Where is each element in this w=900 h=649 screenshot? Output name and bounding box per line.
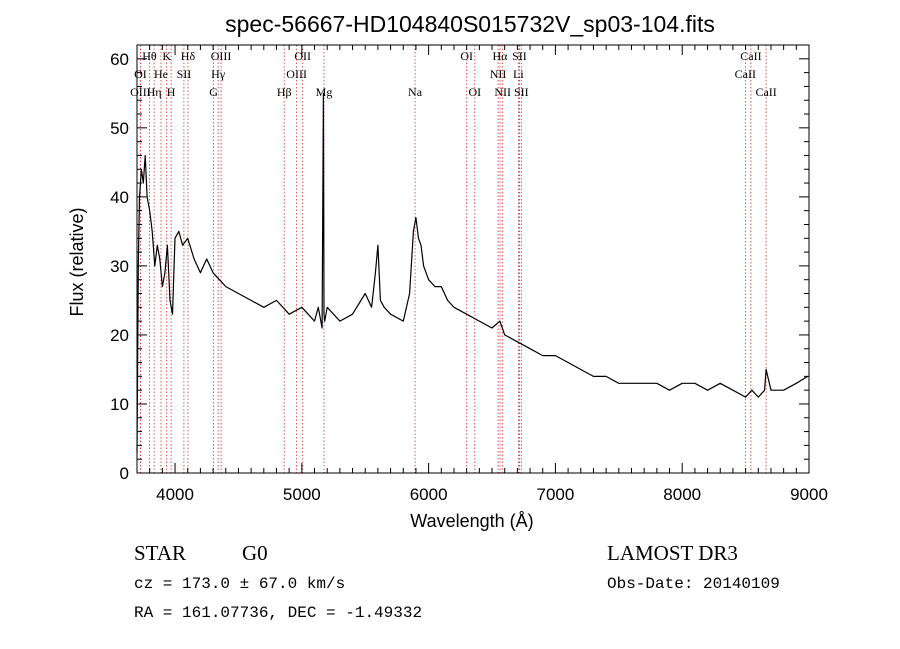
spectral-line-label: NII [494,85,511,99]
y-tick-label: 40 [110,188,129,207]
flux-series-line [136,92,809,453]
redshift-readout: cz = 173.0 ± 67.0 km/s [134,575,346,593]
spectral-line-label: CaII [740,49,761,63]
x-axis-label: Wavelength (Å) [410,511,533,531]
y-tick-label: 30 [110,257,129,276]
series-layer [136,92,809,453]
spectral-line-label: OI [460,49,473,63]
y-tick-label: 60 [110,50,129,69]
x-tick-label: 4000 [156,485,194,504]
spectral-line-label: OIII [286,67,307,81]
x-tick-label: 8000 [663,485,701,504]
spectral-line-label: Li [513,67,524,81]
spectral-line-label: OII [294,49,311,63]
spectral-line-label: He [154,67,168,81]
y-axis: 0 10 20 30 40 50 60 [110,50,809,483]
object-class: STAR [134,541,186,565]
y-tick-label: 0 [120,464,129,483]
x-tick-label: 5000 [283,485,321,504]
x-tick-label: 7000 [537,485,575,504]
spectral-line-label: G [209,85,218,99]
spectral-line-label: SII [514,85,529,99]
spectral-subclass: G0 [242,541,268,565]
spectral-line-label: OIII [130,85,151,99]
coordinates-readout: RA = 161.07736, DEC = -1.49332 [134,604,423,622]
y-axis-label: Flux (relative) [67,207,87,316]
spectral-line-label: Hθ [142,49,157,63]
spectral-line-label: Hα [493,49,509,63]
spectral-line-label: SII [512,49,527,63]
spectral-line-label: Mg [316,85,333,99]
spectral-line-label: Na [408,85,423,99]
y-tick-label: 50 [110,119,129,138]
x-tick-label: 9000 [790,485,828,504]
plot-frame [136,44,810,474]
x-axis: 4000 5000 6000 7000 8000 9000 [149,45,828,504]
y-tick-label: 20 [110,326,129,345]
spectral-line-markers [140,45,767,473]
spectral-line-label: Hβ [277,85,292,99]
spectral-line-label: Hγ [211,67,226,81]
spectral-line-label: CaII [735,67,756,81]
chart-title: spec-56667-HD104840S015732V_sp03-104.fit… [225,11,715,37]
spectral-line-label: OI [468,85,481,99]
spectral-line-label: Hη [147,85,162,99]
spectral-line-label: NII [490,67,507,81]
spectral-line-label: H [167,85,176,99]
spectral-line-label: CaII [755,85,776,99]
spectral-line-label: Hδ [181,49,196,63]
spectral-line-label: SII [177,67,192,81]
spectral-line-label: K [162,49,171,63]
x-tick-label: 6000 [410,485,448,504]
spectral-line-label: OI [134,67,147,81]
spectral-line-label: OIII [211,49,232,63]
spectrum-chart: spec-56667-HD104840S015732V_sp03-104.fit… [67,11,828,531]
observation-date: Obs-Date: 20140109 [607,575,780,593]
y-tick-label: 10 [110,395,129,414]
survey-name: LAMOST DR3 [607,541,738,565]
